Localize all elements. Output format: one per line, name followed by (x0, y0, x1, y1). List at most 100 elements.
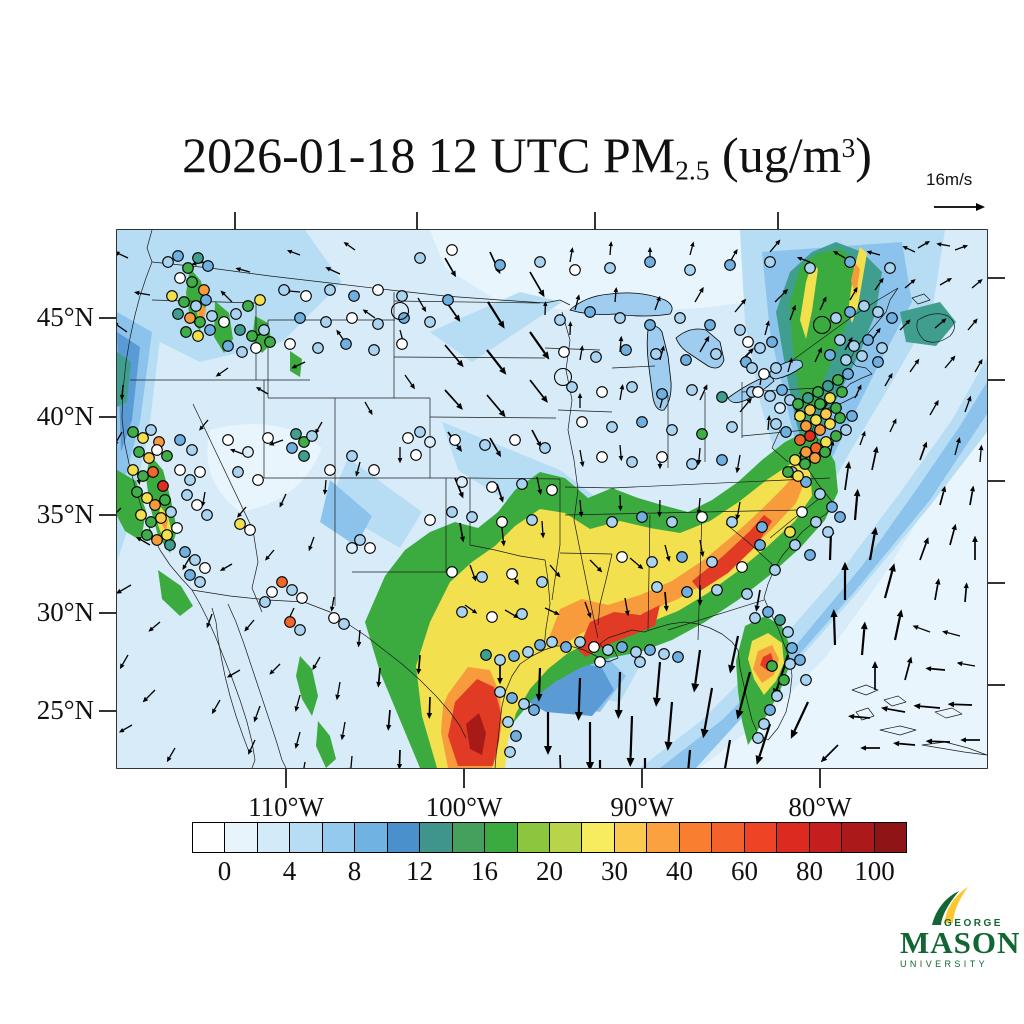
wind-arrow-head (235, 267, 241, 272)
station-marker (186, 276, 198, 288)
station-marker (566, 381, 578, 393)
wind-arrow (487, 301, 502, 323)
wind-arrow-head (133, 290, 140, 296)
station-marker (656, 388, 668, 400)
wind-arrow-head (409, 383, 415, 390)
wind-arrow-head (733, 248, 738, 255)
wind-arrow (117, 431, 123, 442)
station-marker (486, 481, 498, 493)
station-marker (191, 499, 203, 511)
wind-arrow-head (860, 621, 868, 630)
lat-label: 35°N (36, 499, 94, 529)
wind-arrow (579, 499, 582, 513)
border-line (823, 394, 859, 411)
wind-arrow (758, 723, 772, 757)
station-marker (771, 690, 783, 702)
station-marker (804, 262, 816, 274)
wind-arrow (964, 587, 968, 603)
station-marker (636, 416, 648, 428)
wind-arrow (459, 522, 464, 537)
wind-arrow (569, 252, 573, 263)
wind-arrow-head (269, 669, 275, 675)
wind-arrow (358, 629, 361, 643)
station-marker (734, 324, 746, 336)
wind-arrow (331, 596, 335, 607)
station-marker (832, 374, 844, 386)
pm25-contour-region (430, 292, 562, 362)
station-marker (840, 354, 852, 366)
gmu-logo: GEORGE MASON UNIVERSITY (898, 887, 1019, 979)
wind-arrow-head (543, 301, 548, 307)
wind-arrow-head (117, 441, 119, 444)
wind-arrow (904, 662, 911, 681)
station-marker (218, 316, 230, 328)
lat-label: 25°N (36, 695, 94, 725)
wind-arrow-head (955, 437, 961, 444)
station-marker (414, 426, 426, 438)
lat-label: 30°N (36, 597, 94, 627)
wind-arrow-head (857, 384, 862, 390)
wind-arrow (117, 507, 122, 513)
colorbar-label: 30 (601, 856, 628, 886)
wind-arrow-head (861, 430, 866, 437)
wind-arrow (801, 258, 811, 263)
wind-arrow-head (665, 555, 671, 562)
wind-arrow-head (458, 491, 464, 499)
station-marker (792, 398, 804, 410)
station-marker (189, 554, 201, 566)
station-marker (810, 516, 822, 528)
pm25-subscript: 2.5 (675, 154, 710, 186)
station-marker (259, 596, 271, 608)
station-marker (496, 516, 508, 528)
station-marker (338, 618, 350, 630)
wind-arrow-head (978, 444, 984, 451)
wind-arrow-head (775, 239, 781, 246)
station-marker (516, 478, 528, 490)
wind-arrow (240, 268, 251, 273)
wind-arrow (549, 564, 558, 574)
wind-arrow (787, 362, 792, 373)
wind-arrow (295, 361, 306, 367)
station-marker (658, 648, 670, 660)
wind-arrow (769, 243, 778, 253)
station-marker (368, 464, 380, 476)
wind-arrow (146, 689, 156, 699)
wind-arrow (899, 322, 908, 331)
wind-arrow (919, 446, 926, 461)
station-marker (786, 642, 798, 654)
wind-arrow-head (585, 762, 595, 768)
station-marker (298, 450, 310, 462)
station-marker (862, 334, 874, 346)
station-marker (494, 259, 506, 271)
wind-arrow (486, 394, 502, 413)
station-marker (822, 526, 834, 538)
border-line (544, 347, 601, 351)
wind-arrow (920, 705, 941, 709)
wind-arrow (893, 616, 902, 641)
colorbar-cell (679, 823, 713, 852)
station-marker (830, 430, 842, 442)
wind-arrow (853, 495, 859, 521)
station-marker (424, 316, 436, 328)
station-marker (162, 256, 174, 268)
station-marker (749, 612, 761, 624)
station-marker (222, 434, 234, 446)
wind-arrow-head (614, 709, 623, 719)
wind-arrow-head (325, 267, 332, 272)
wind-arrow-head (498, 496, 504, 503)
station-marker (141, 529, 153, 541)
pm25-contour-region (158, 570, 193, 616)
station-marker (300, 290, 312, 302)
border-line (429, 416, 557, 419)
station-marker (506, 568, 518, 580)
station-marker (222, 340, 234, 352)
station-marker (614, 312, 626, 324)
wind-arrow (698, 447, 701, 461)
station-marker (814, 424, 826, 436)
wind-arrow (860, 629, 866, 656)
wind-arrow-head (657, 511, 663, 518)
wind-arrow (824, 744, 839, 759)
wind-arrow (884, 377, 891, 387)
station-marker (644, 256, 656, 268)
station-marker (184, 569, 196, 581)
